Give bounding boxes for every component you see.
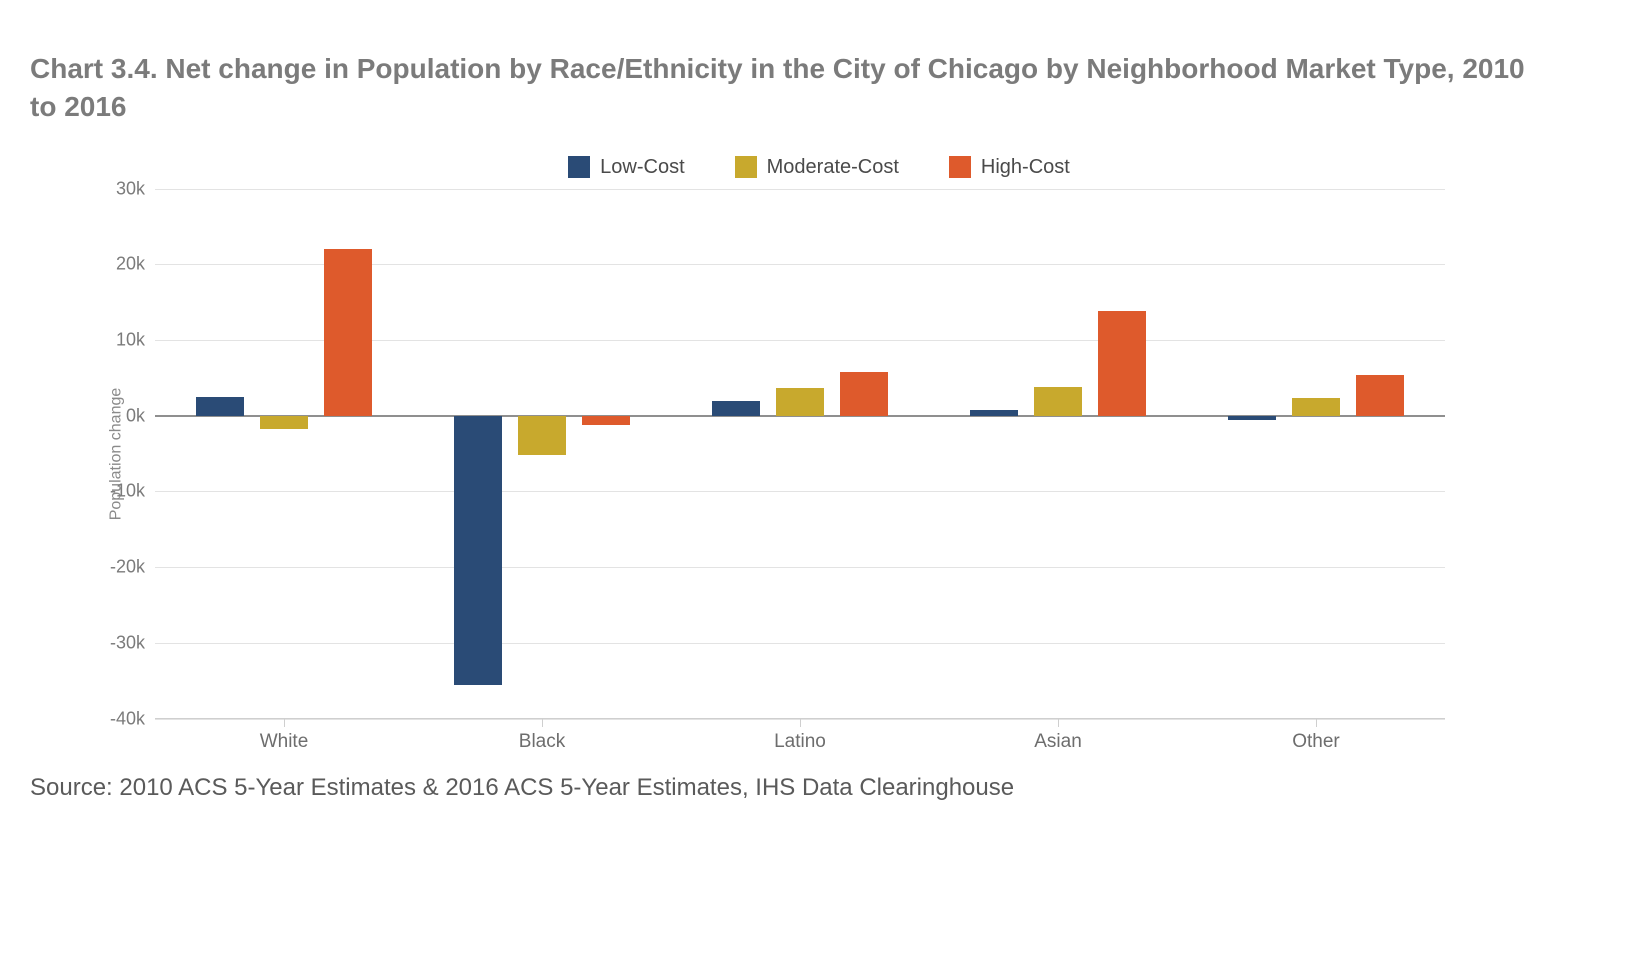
x-tick-label: Asian (1034, 731, 1082, 753)
y-tick-label: -30k (110, 632, 145, 653)
gridline (155, 643, 1445, 644)
page: Chart 3.4. Net change in Population by R… (0, 0, 1638, 962)
x-tick-label: Other (1292, 731, 1340, 753)
bar (324, 249, 372, 416)
y-tick-label: -40k (110, 708, 145, 729)
bar (840, 372, 888, 416)
x-tick-mark (542, 719, 543, 727)
legend-item: Low-Cost (568, 156, 684, 179)
x-tick-label: Latino (774, 731, 826, 753)
gridline (155, 189, 1445, 190)
legend-item: Moderate-Cost (735, 156, 899, 179)
bar (1292, 398, 1340, 415)
chart-title: Chart 3.4. Net change in Population by R… (30, 50, 1530, 126)
gridline (155, 567, 1445, 568)
bar (1356, 375, 1404, 416)
gridline (155, 491, 1445, 492)
x-tick-mark (284, 719, 285, 727)
chart-plot-area: -40k-30k-20k-10k0k10k20k30kWhiteBlackLat… (155, 189, 1445, 719)
y-tick-label: -10k (110, 481, 145, 502)
bar (1098, 311, 1146, 415)
legend-item: High-Cost (949, 156, 1070, 179)
bar (454, 416, 502, 685)
y-tick-label: -20k (110, 557, 145, 578)
y-tick-label: 10k (116, 330, 145, 351)
x-tick-mark (800, 719, 801, 727)
legend-swatch (568, 156, 590, 178)
x-tick-mark (1058, 719, 1059, 727)
bar (1034, 387, 1082, 416)
legend-label: Moderate-Cost (767, 156, 899, 179)
y-tick-label: 20k (116, 254, 145, 275)
bar (196, 397, 244, 416)
bar (260, 416, 308, 430)
x-tick-mark (1316, 719, 1317, 727)
bar (776, 388, 824, 415)
x-tick-label: Black (519, 731, 565, 753)
legend-label: Low-Cost (600, 156, 684, 179)
plot-wrap: Population change -40k-30k-20k-10k0k10k2… (100, 189, 1608, 719)
bar (518, 416, 566, 455)
bar (582, 416, 630, 425)
y-tick-label: 0k (126, 405, 145, 426)
legend-swatch (735, 156, 757, 178)
bar (712, 401, 760, 416)
legend-swatch (949, 156, 971, 178)
chart-source: Source: 2010 ACS 5-Year Estimates & 2016… (30, 774, 1608, 802)
y-tick-label: 30k (116, 178, 145, 199)
chart-legend: Low-Cost Moderate-Cost High-Cost (30, 156, 1608, 179)
bar (1228, 416, 1276, 421)
legend-label: High-Cost (981, 156, 1070, 179)
x-tick-label: White (260, 731, 309, 753)
bar (970, 410, 1018, 416)
